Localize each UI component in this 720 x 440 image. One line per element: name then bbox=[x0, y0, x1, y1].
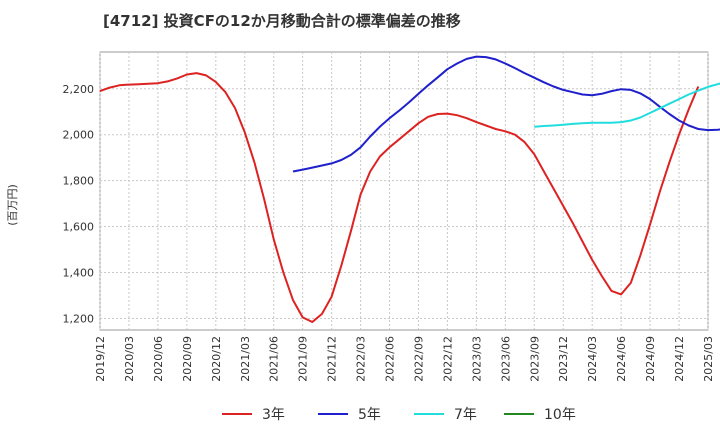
x-tick-label: 2022/03 bbox=[355, 336, 368, 382]
y-axis-title: (百万円) bbox=[6, 184, 19, 226]
x-tick-label: 2021/12 bbox=[326, 336, 339, 382]
legend: 3年 5年 7年 10年 bbox=[222, 407, 576, 423]
x-tick-label: 2022/06 bbox=[384, 336, 397, 382]
series-line-3年 bbox=[99, 72, 700, 323]
legend-label: 5年 bbox=[358, 407, 381, 423]
y-tick-label: 1,600 bbox=[63, 221, 95, 234]
x-tick-label: 2021/06 bbox=[268, 336, 281, 382]
series-line-5年 bbox=[292, 55, 720, 173]
x-tick-label: 2024/09 bbox=[644, 336, 657, 382]
x-tick-label: 2024/03 bbox=[586, 336, 599, 382]
legend-label: 3年 bbox=[262, 407, 285, 423]
x-tick-label: 2021/09 bbox=[297, 336, 310, 382]
x-tick-label: 2025/03 bbox=[702, 336, 715, 382]
x-tick-label: 2022/12 bbox=[441, 336, 454, 382]
x-tick-label: 2024/06 bbox=[615, 336, 628, 382]
chart-title: [4712] 投資CFの12か月移動合計の標準偏差の推移 bbox=[103, 12, 461, 30]
series-line-7年 bbox=[534, 82, 720, 128]
x-tick-label: 2024/12 bbox=[673, 336, 686, 382]
x-tick-label: 2021/03 bbox=[239, 336, 252, 382]
x-tick-label: 2019/12 bbox=[94, 336, 107, 382]
x-tick-label: 2020/03 bbox=[123, 336, 136, 382]
series-layer bbox=[99, 55, 720, 323]
y-tick-label: 1,400 bbox=[63, 267, 95, 280]
plot-area bbox=[99, 51, 709, 331]
x-tick-label: 2023/03 bbox=[470, 336, 483, 382]
x-tick-label: 2023/06 bbox=[499, 336, 512, 382]
legend-label: 7年 bbox=[454, 407, 477, 423]
x-tick-label: 2020/06 bbox=[152, 336, 165, 382]
x-tick-label: 2023/09 bbox=[528, 336, 541, 382]
y-tick-label: 1,800 bbox=[63, 175, 95, 188]
y-tick-label: 2,000 bbox=[63, 129, 95, 142]
x-tick-label: 2020/09 bbox=[181, 336, 194, 382]
axis-layer: 2019/12 2020/03 2020/06 2020/09 2020/12 2021/… bbox=[63, 83, 716, 382]
grid-layer bbox=[99, 52, 709, 330]
y-tick-label: 2,200 bbox=[63, 83, 95, 96]
x-tick-label: 2020/12 bbox=[210, 336, 223, 382]
x-tick-label: 2022/09 bbox=[412, 336, 425, 382]
legend-label: 10年 bbox=[544, 407, 576, 423]
y-tick-label: 1,200 bbox=[63, 313, 95, 326]
x-tick-label: 2023/12 bbox=[557, 336, 570, 382]
